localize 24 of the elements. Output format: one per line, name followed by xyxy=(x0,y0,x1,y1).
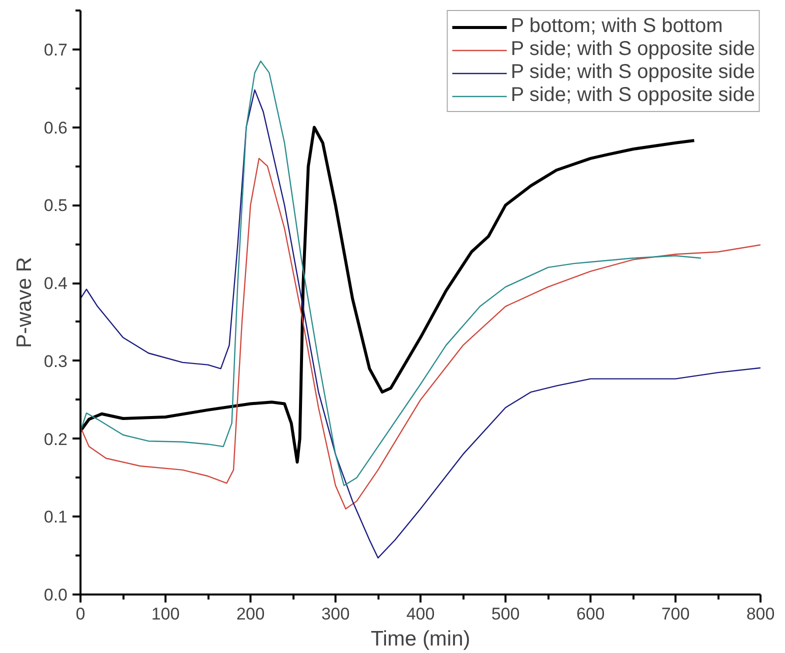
y-tick-label: 0.4 xyxy=(44,274,68,294)
y-tick-label: 0.5 xyxy=(44,196,68,216)
y-tick-label: 0.7 xyxy=(44,40,68,60)
x-tick-label: 400 xyxy=(406,604,435,624)
y-tick-label: 0.1 xyxy=(44,508,68,527)
y-tick-label: 0.0 xyxy=(44,586,68,604)
x-tick-label: 800 xyxy=(746,604,775,624)
x-axis-title: Time (min) xyxy=(370,628,470,650)
x-tick-label: 700 xyxy=(661,604,690,624)
x-tick-label: 0 xyxy=(76,604,86,624)
y-tick-label: 0.6 xyxy=(44,118,68,138)
y-axis-title: P-wave R xyxy=(12,256,36,348)
x-tick-label: 100 xyxy=(151,604,180,624)
x-tick-label: 500 xyxy=(491,604,520,624)
x-tick-label: 300 xyxy=(321,604,350,624)
x-tick-label: 600 xyxy=(576,604,605,624)
legend-label: P bottom; with S bottom xyxy=(510,15,723,38)
line-series xyxy=(80,158,760,510)
legend-label: P side; with S opposite side xyxy=(510,61,755,84)
legend-label: P side; with S opposite side xyxy=(510,84,755,107)
legend-label: P side; with S opposite side xyxy=(510,38,755,61)
y-tick-label: 0.2 xyxy=(44,430,68,449)
x-tick-label: 200 xyxy=(236,604,265,624)
y-tick-label: 0.3 xyxy=(44,352,68,371)
